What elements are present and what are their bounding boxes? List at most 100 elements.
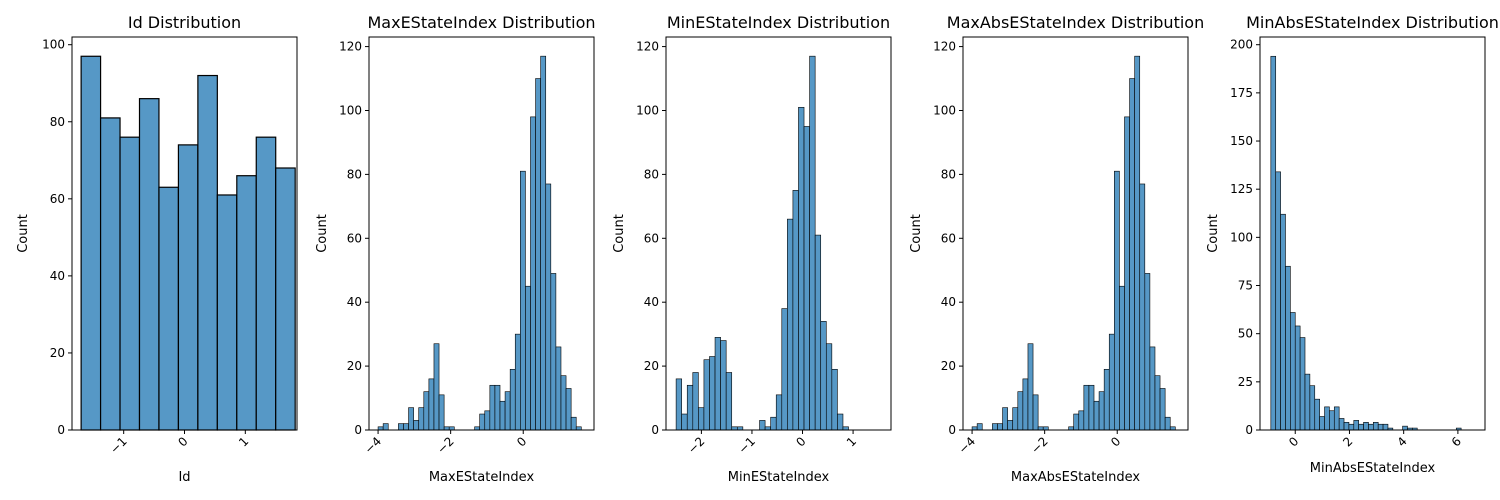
x-tick-label: 1 <box>844 434 859 449</box>
histogram-bar <box>1139 183 1146 431</box>
histogram-bar <box>825 343 833 431</box>
y-tick-label: 0 <box>1245 423 1253 437</box>
histogram-bar <box>177 144 199 431</box>
y-tick-label: 40 <box>644 295 659 309</box>
y-tick-label: 50 <box>1238 327 1253 341</box>
histogram-bar <box>197 74 218 431</box>
histogram-bar <box>555 346 562 431</box>
histogram-bar <box>1299 337 1306 431</box>
histogram-bar <box>681 413 688 431</box>
histogram-bar <box>1164 416 1171 431</box>
y-tick-label: 20 <box>50 346 65 360</box>
x-tick-label: 4 <box>1394 434 1409 449</box>
histogram-bar <box>99 117 121 431</box>
y-tick-label: 80 <box>50 115 65 129</box>
x-tick-label: −2 <box>685 434 707 456</box>
histogram-panel-1: 0 20 40 60 80 100 −1 0 1 Id Distribution Id Count <box>16 13 298 485</box>
y-tick-label: 20 <box>941 359 956 373</box>
y-tick-label: 100 <box>1230 230 1253 244</box>
histogram-bar <box>398 423 404 431</box>
histogram-bar <box>1144 273 1151 431</box>
histogram-bar <box>1275 171 1281 431</box>
y-tick-label: 120 <box>636 40 659 54</box>
y-tick-label: 40 <box>50 269 65 283</box>
x-tick-label: −2 <box>434 434 456 456</box>
histogram-bar <box>686 384 694 431</box>
histogram-bar <box>1363 421 1369 431</box>
histogram-bar <box>403 423 409 431</box>
histogram-bar <box>675 378 682 431</box>
y-tick-label: 100 <box>42 38 65 52</box>
histogram-bar <box>1134 55 1141 431</box>
histogram-bar <box>1078 410 1085 431</box>
x-tick-label: −4 <box>956 434 978 456</box>
histogram-bar <box>725 372 733 431</box>
y-tick-label: 125 <box>1230 182 1253 196</box>
y-tick-label: 40 <box>347 295 362 309</box>
histogram-bar <box>1309 385 1316 431</box>
y-tick-label: 0 <box>651 423 659 437</box>
x-tick-label: 6 <box>1449 434 1464 449</box>
histogram-bar <box>787 218 794 431</box>
histogram-bar <box>837 413 844 431</box>
histogram-bar <box>1108 333 1115 431</box>
histogram-bar <box>438 394 445 431</box>
histogram-bar <box>1114 170 1120 431</box>
x-tick-label: 0 <box>1286 434 1301 449</box>
histogram-bar <box>1270 55 1277 431</box>
axes-frame <box>962 36 1189 431</box>
y-tick-label: 100 <box>339 103 362 117</box>
x-axis-label: MaxEStateIndex <box>429 470 535 485</box>
x-tick-label: 1 <box>236 434 251 449</box>
histogram-bar <box>509 368 516 431</box>
histogram-bar <box>1358 423 1364 431</box>
histogram-bar <box>119 136 141 431</box>
histogram-bar <box>1129 78 1135 431</box>
axes-frame <box>665 36 892 431</box>
histogram-bar <box>698 407 705 431</box>
histogram-bar <box>714 337 721 431</box>
x-tick-label: 0 <box>514 434 529 449</box>
histogram-bar <box>692 372 699 431</box>
histogram-bar <box>1329 410 1335 431</box>
y-tick-label: 60 <box>347 231 362 245</box>
histogram-bar <box>1149 346 1156 431</box>
histogram-bar <box>275 167 296 431</box>
histogram-bar <box>1324 406 1330 431</box>
histogram-bar <box>775 394 783 431</box>
histogram-bar <box>499 400 506 431</box>
histogram-bar <box>709 356 716 431</box>
histogram-bar <box>792 190 799 431</box>
y-tick-label: 80 <box>644 167 659 181</box>
histogram-bar <box>798 106 805 431</box>
histogram-bar <box>1083 384 1090 431</box>
histogram-bar <box>1002 407 1008 431</box>
histogram-bar <box>1314 398 1320 431</box>
y-tick-label: 25 <box>1238 375 1253 389</box>
histogram-bar <box>831 368 838 431</box>
histogram-bar <box>1333 406 1340 431</box>
x-tick-label: −2 <box>1028 434 1050 456</box>
y-axis-label: Count <box>1206 214 1221 253</box>
histogram-bar <box>1353 420 1359 431</box>
y-tick-label: 100 <box>933 103 956 117</box>
x-tick-label: 0 <box>793 434 808 449</box>
histogram-bar <box>992 423 998 431</box>
histogram-bar <box>1093 400 1100 431</box>
x-tick-label: −1 <box>736 434 758 456</box>
chart-title: Id Distribution <box>128 13 241 32</box>
y-tick-label: 60 <box>644 231 659 245</box>
histogram-bar <box>520 170 526 431</box>
histogram-bar <box>255 136 277 431</box>
x-tick-label: 0 <box>175 434 190 449</box>
x-axis-label: MinAbsEStateIndex <box>1310 461 1436 476</box>
histogram-bar <box>489 384 496 431</box>
histogram-bar <box>1119 285 1125 431</box>
histogram-bar <box>158 186 180 431</box>
y-tick-label: 40 <box>941 295 956 309</box>
y-tick-label: 0 <box>57 423 65 437</box>
histogram-bar <box>976 423 983 431</box>
histogram-bar <box>479 413 486 431</box>
y-axis-label: Count <box>315 214 330 253</box>
